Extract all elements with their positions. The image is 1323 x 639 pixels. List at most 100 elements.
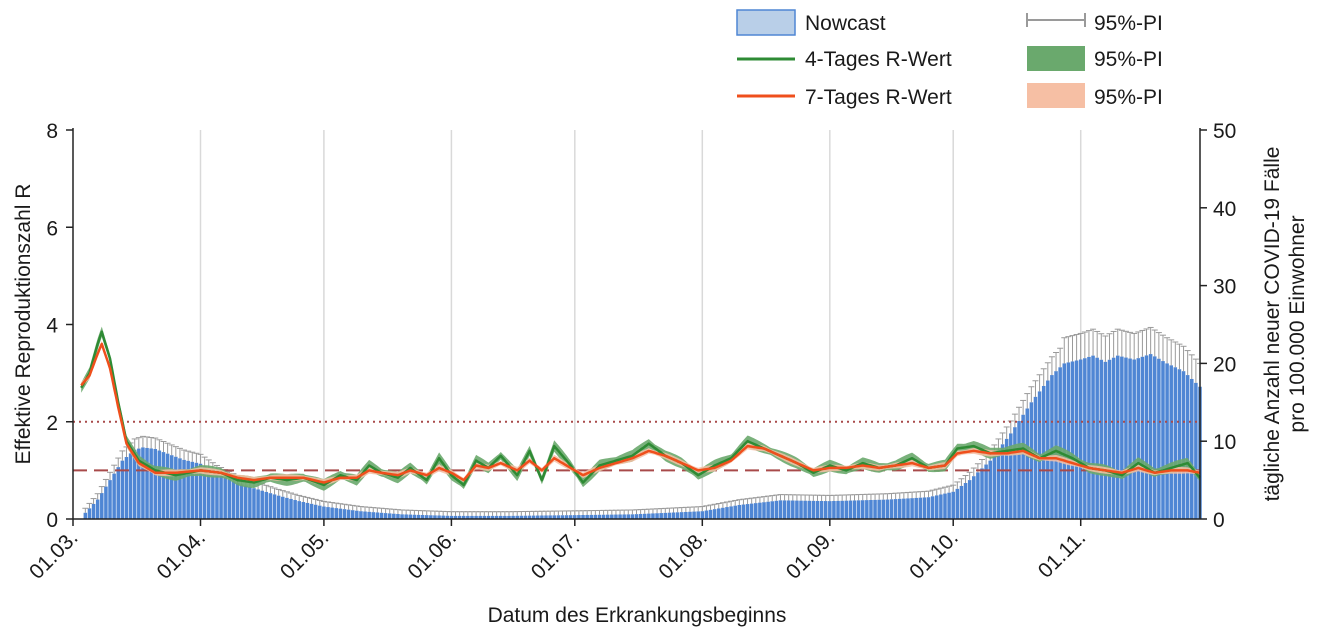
nowcast-bar (116, 467, 121, 519)
nowcast-bar (95, 499, 100, 519)
nowcast-bar (186, 460, 190, 519)
nowcast-bar (128, 453, 133, 519)
nowcast-bar (774, 500, 779, 519)
nowcast-bar (334, 508, 338, 519)
nowcast-bar (1181, 371, 1186, 519)
nowcast-bar (227, 479, 232, 519)
legend-swatch-pi-errorbar (1026, 13, 1086, 27)
nowcast-bar (371, 512, 376, 519)
nowcast-bar (215, 473, 219, 519)
nowcast-bar (926, 497, 931, 519)
nowcast-bar (1029, 402, 1034, 519)
nowcast-bar (811, 500, 816, 519)
r-value-lines (80, 330, 1201, 487)
nowcast-bar (322, 506, 326, 519)
nowcast-bar (252, 488, 256, 519)
nowcast-bar (581, 514, 585, 519)
nowcast-bar (593, 514, 598, 519)
y-right-tick-label: 0 (1213, 509, 1225, 532)
nowcast-bar (330, 507, 334, 519)
nowcast-bar (889, 499, 894, 519)
nowcast-bar (1058, 367, 1062, 519)
nowcast-bar (305, 502, 310, 519)
nowcast-bar (223, 477, 227, 519)
nowcast-bar (260, 490, 264, 519)
nowcast-bar (1054, 371, 1058, 519)
nowcast-bar (219, 475, 223, 519)
y-left-tick-label: 2 (46, 412, 58, 435)
nowcast-bar (865, 500, 869, 519)
nowcast-bar (194, 462, 199, 519)
nowcast-bar (679, 512, 684, 519)
nowcast-bar (914, 497, 918, 519)
nowcast-bar (943, 493, 947, 519)
nowcast-bar (161, 452, 166, 519)
nowcast-bar (540, 515, 544, 519)
nowcast-bar (877, 499, 881, 519)
nowcast-bar (1152, 356, 1157, 519)
x-tick-label: 01.08. (654, 526, 712, 584)
nowcast-bar (749, 503, 754, 519)
nowcast-bar (326, 507, 330, 519)
nowcast-bar (1177, 369, 1182, 519)
nowcast-bar (573, 515, 577, 519)
nowcast-bar (387, 513, 392, 519)
nowcast-bar (124, 457, 129, 519)
nowcast-bar (951, 491, 955, 519)
x-tick-label: 01.05. (276, 526, 334, 584)
nowcast-bar (1194, 382, 1198, 519)
nowcast-bar (741, 504, 746, 519)
nowcast-bar (1157, 358, 1161, 519)
nowcast-bar (725, 507, 729, 519)
nowcast-bar (1000, 444, 1005, 519)
nowcast-bar (355, 510, 359, 519)
nowcast-bar (289, 498, 293, 519)
nowcast-bar (700, 511, 705, 519)
nowcast-bar (733, 505, 737, 519)
nowcast-bar (758, 502, 762, 519)
nowcast-bar (1124, 357, 1128, 519)
nowcast-bar (174, 456, 178, 519)
nowcast-bar (881, 499, 886, 519)
nowcast-bar (1111, 357, 1116, 519)
nowcast-bar (918, 497, 923, 519)
nowcast-bar (836, 500, 840, 519)
nowcast-bar (856, 500, 861, 519)
nowcast-bar (1128, 358, 1132, 519)
nowcast-bar (651, 513, 655, 519)
nowcast-bar (248, 486, 252, 519)
x-tick-label: 01.03. (25, 526, 83, 584)
legend-label-r4: 4-Tages R-Wert (805, 48, 952, 71)
nowcast-bar (840, 500, 844, 519)
nowcast-bar (786, 500, 791, 519)
nowcast-bar (1099, 359, 1104, 519)
nowcast-bar (363, 511, 367, 519)
nowcast-bar (708, 509, 713, 519)
nowcast-bar (564, 515, 569, 519)
nowcast-bar (1050, 375, 1054, 519)
nowcast-bar (466, 515, 470, 519)
nowcast-bar (947, 492, 951, 519)
nowcast-bar (618, 514, 622, 519)
y-right-tick-label: 10 (1213, 431, 1236, 454)
nowcast-bar (350, 510, 355, 519)
nowcast-bar (231, 481, 236, 519)
nowcast-bar (585, 514, 589, 519)
nowcast-bar (815, 500, 820, 519)
nowcast-bar (922, 497, 927, 519)
x-tick-label: 01.04. (152, 526, 210, 584)
nowcast-bar (544, 515, 548, 519)
x-tick-label: 01.11. (1034, 526, 1090, 582)
nowcast-bar (346, 509, 351, 519)
nowcast-bar (696, 511, 700, 519)
nowcast-bar (301, 502, 306, 519)
legend-swatch-pi-r7 (1027, 83, 1085, 108)
nowcast-bar (235, 483, 240, 519)
nowcast-bar (1107, 359, 1112, 519)
line-r7 (80, 342, 1201, 484)
nowcast-bar (359, 511, 363, 519)
nowcast-bar (848, 500, 853, 519)
nowcast-bar (494, 515, 499, 519)
nowcast-bar (145, 447, 149, 519)
nowcast-bar (601, 514, 606, 519)
